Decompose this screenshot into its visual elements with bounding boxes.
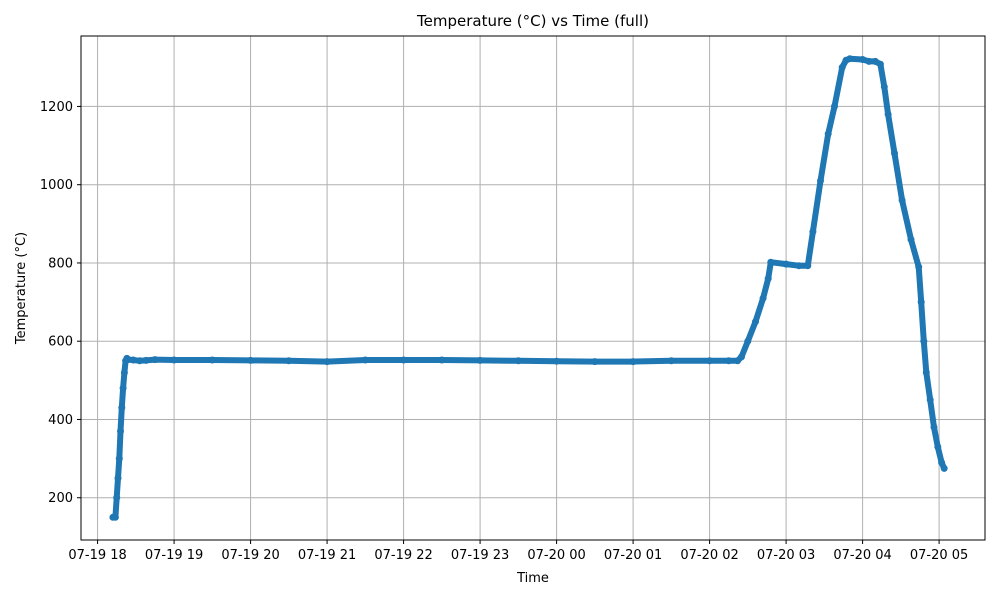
data-point (124, 356, 132, 364)
data-point (934, 443, 942, 451)
data-point (113, 494, 121, 502)
data-point (752, 318, 759, 326)
y-tick-label: 800 (48, 256, 73, 271)
y-tick-label: 600 (48, 335, 73, 350)
data-point (876, 60, 884, 68)
data-point (915, 263, 923, 271)
data-point (920, 337, 928, 345)
x-tick-label: 07-19 21 (298, 548, 356, 563)
data-point (285, 357, 293, 365)
chart-title: Temperature (°C) vs Time (full) (416, 12, 649, 30)
y-axis: 200 400 600 800 1000 1200 (40, 100, 81, 506)
data-point (809, 228, 817, 236)
data-point (323, 358, 331, 366)
data-point (553, 357, 561, 365)
data-point (476, 356, 484, 364)
data-point (930, 423, 938, 431)
data-point (938, 459, 946, 466)
data-point (744, 337, 752, 345)
data-point (136, 357, 144, 365)
data-point (926, 396, 934, 404)
data-point (667, 357, 675, 365)
data-point (438, 356, 446, 364)
y-tick-label: 1200 (40, 100, 73, 115)
data-point (871, 57, 879, 65)
data-point (117, 427, 124, 435)
data-point (170, 356, 178, 364)
x-tick-label: 07-20 05 (910, 548, 968, 563)
y-tick-label: 200 (48, 491, 73, 506)
x-axis: 07-19 18 07-19 19 07-19 20 07-19 21 07-19 22… (68, 540, 968, 563)
data-point (831, 102, 838, 110)
data-point (917, 298, 925, 306)
data-series (109, 55, 948, 521)
x-tick-label: 07-19 18 (68, 548, 126, 563)
data-point (795, 262, 803, 270)
data-point (114, 474, 122, 482)
data-point (119, 384, 127, 392)
y-tick-label: 400 (48, 413, 73, 428)
data-point (208, 356, 216, 364)
data-point (111, 513, 119, 521)
data-point (400, 356, 408, 364)
x-tick-label: 07-20 03 (757, 548, 815, 563)
data-point (859, 56, 867, 63)
x-tick-label: 07-19 20 (221, 548, 279, 563)
x-tick-label: 07-20 04 (833, 548, 891, 563)
plot-frame (80, 35, 986, 541)
x-tick-label: 07-20 00 (527, 548, 585, 563)
data-point (817, 177, 824, 185)
data-point (142, 356, 150, 364)
data-point (865, 57, 873, 65)
data-point (118, 404, 126, 412)
data-point (824, 130, 832, 138)
data-point (738, 353, 745, 361)
data-point (759, 294, 767, 302)
y-axis-title: Temperature (°C) (14, 232, 29, 345)
data-point (884, 110, 892, 118)
data-point (880, 83, 888, 91)
x-tick-label: 07-20 01 (604, 548, 662, 563)
data-point (940, 464, 948, 472)
data-point (764, 275, 772, 283)
data-point (120, 369, 128, 376)
data-point (891, 149, 898, 157)
data-point (129, 356, 137, 364)
x-tick-label: 07-20 02 (680, 548, 738, 563)
data-point (151, 356, 159, 364)
data-point (782, 260, 790, 268)
x-axis-title: Time (516, 571, 549, 586)
data-point (838, 63, 846, 71)
data-point (767, 258, 775, 266)
data-point (514, 357, 522, 365)
data-point (725, 357, 733, 365)
data-point (706, 357, 714, 365)
data-point (115, 455, 123, 463)
data-point (629, 358, 637, 366)
data-point (846, 55, 854, 63)
x-tick-label: 07-19 19 (145, 548, 203, 563)
data-point (907, 236, 915, 243)
data-point (591, 358, 599, 366)
data-point (804, 262, 812, 270)
data-point (898, 196, 906, 204)
data-point (361, 356, 369, 364)
data-point (922, 369, 930, 376)
y-tick-label: 1000 (40, 178, 73, 193)
x-tick-label: 07-19 23 (451, 548, 509, 563)
grid (81, 36, 985, 540)
data-point (247, 356, 255, 364)
x-tick-label: 07-19 22 (374, 548, 432, 563)
